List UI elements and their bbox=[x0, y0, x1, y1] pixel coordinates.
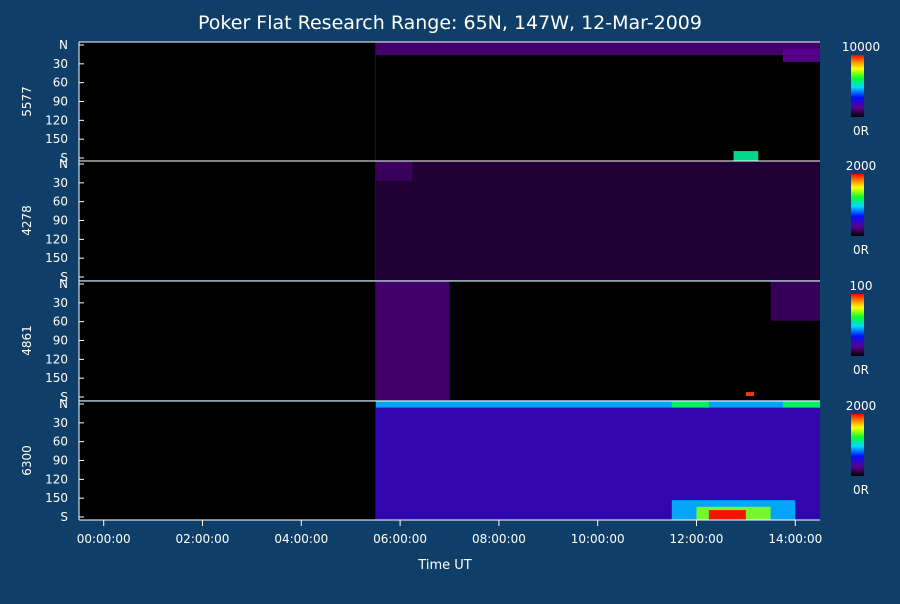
y-tick-label: 150 bbox=[45, 491, 68, 505]
y-tick-label: S bbox=[60, 270, 68, 284]
colorbar-max-label: 10000 bbox=[842, 40, 880, 54]
x-tick-label: 04:00:00 bbox=[274, 532, 328, 546]
x-tick-label: 10:00:00 bbox=[571, 532, 625, 546]
y-tick-label: 60 bbox=[53, 435, 68, 449]
y-tick-label: 30 bbox=[53, 296, 68, 310]
y-tick-label: N bbox=[59, 277, 68, 291]
y-tick-label: 30 bbox=[53, 416, 68, 430]
colorbar-max-label: 100 bbox=[850, 279, 873, 293]
y-tick-label: 120 bbox=[45, 472, 68, 486]
x-tick-label: 06:00:00 bbox=[373, 532, 427, 546]
y-tick-label: 150 bbox=[45, 132, 68, 146]
colorbar bbox=[851, 174, 864, 236]
y-tick-label: N bbox=[59, 157, 68, 171]
y-tick-label: 60 bbox=[53, 315, 68, 329]
intensity-region bbox=[375, 401, 820, 408]
colorbar-max-label: 2000 bbox=[846, 159, 877, 173]
intensity-region bbox=[782, 48, 820, 62]
x-axis-label: Time UT bbox=[417, 558, 471, 573]
colorbar bbox=[851, 55, 864, 117]
x-tick-label: 02:00:00 bbox=[176, 532, 230, 546]
y-tick-label: 30 bbox=[53, 57, 68, 71]
chart-title: Poker Flat Research Range: 65N, 147W, 12… bbox=[198, 12, 702, 34]
panel-4861: N 30 60 90 120 150 S 4861 100 0R bbox=[20, 277, 872, 404]
y-tick-label: 120 bbox=[45, 232, 68, 246]
y-tick-label: N bbox=[59, 397, 68, 411]
y-tick-label: 90 bbox=[53, 334, 68, 348]
panel-5577: N 30 60 90 120 150 S 5577 10000 0R bbox=[20, 38, 880, 165]
y-tick-label: S bbox=[60, 510, 68, 524]
intensity-region bbox=[375, 281, 450, 400]
intensity-region bbox=[375, 42, 820, 56]
y-tick-label: 60 bbox=[53, 76, 68, 90]
x-tick-label: 14:00:00 bbox=[768, 532, 822, 546]
intensity-region bbox=[708, 510, 746, 520]
panel-6300: N 30 60 90 120 150 S 6300 2000 0R bbox=[20, 397, 876, 524]
panel-4278: N 30 60 90 120 150 S 4278 2000 0R bbox=[20, 157, 876, 284]
intensity-region bbox=[770, 281, 820, 321]
y-tick-label: 60 bbox=[53, 195, 68, 209]
intensity-region bbox=[671, 401, 709, 408]
x-tick-label: 00:00:00 bbox=[77, 532, 131, 546]
y-tick-label: 120 bbox=[45, 113, 68, 127]
y-tick-label: 30 bbox=[53, 176, 68, 190]
intensity-region bbox=[745, 392, 755, 397]
panel-label: 6300 bbox=[20, 445, 34, 476]
colorbar-max-label: 2000 bbox=[846, 399, 877, 413]
intensity-region bbox=[733, 151, 759, 161]
panel-label: 5577 bbox=[20, 86, 34, 117]
y-tick-label: S bbox=[60, 151, 68, 165]
y-tick-label: 150 bbox=[45, 371, 68, 385]
y-tick-label: 90 bbox=[53, 454, 68, 468]
panel-label: 4861 bbox=[20, 325, 34, 356]
y-tick-label: 90 bbox=[53, 95, 68, 109]
colorbar-min-label: 0R bbox=[853, 483, 869, 497]
colorbar-min-label: 0R bbox=[853, 243, 869, 257]
panel-label: 4278 bbox=[20, 205, 34, 236]
y-tick-label: 150 bbox=[45, 251, 68, 265]
x-tick-label: 12:00:00 bbox=[670, 532, 724, 546]
y-tick-label: 120 bbox=[45, 352, 68, 366]
intensity-region bbox=[375, 161, 820, 280]
colorbar-min-label: 0R bbox=[853, 124, 869, 138]
panel-background bbox=[79, 42, 820, 161]
intensity-region bbox=[375, 161, 413, 181]
colorbar bbox=[851, 294, 864, 356]
colorbar-min-label: 0R bbox=[853, 363, 869, 377]
intensity-region bbox=[782, 401, 820, 408]
colorbar bbox=[851, 414, 864, 476]
x-tick-label: 08:00:00 bbox=[472, 532, 526, 546]
y-tick-label: S bbox=[60, 390, 68, 404]
y-tick-label: 90 bbox=[53, 214, 68, 228]
y-tick-label: N bbox=[59, 38, 68, 52]
